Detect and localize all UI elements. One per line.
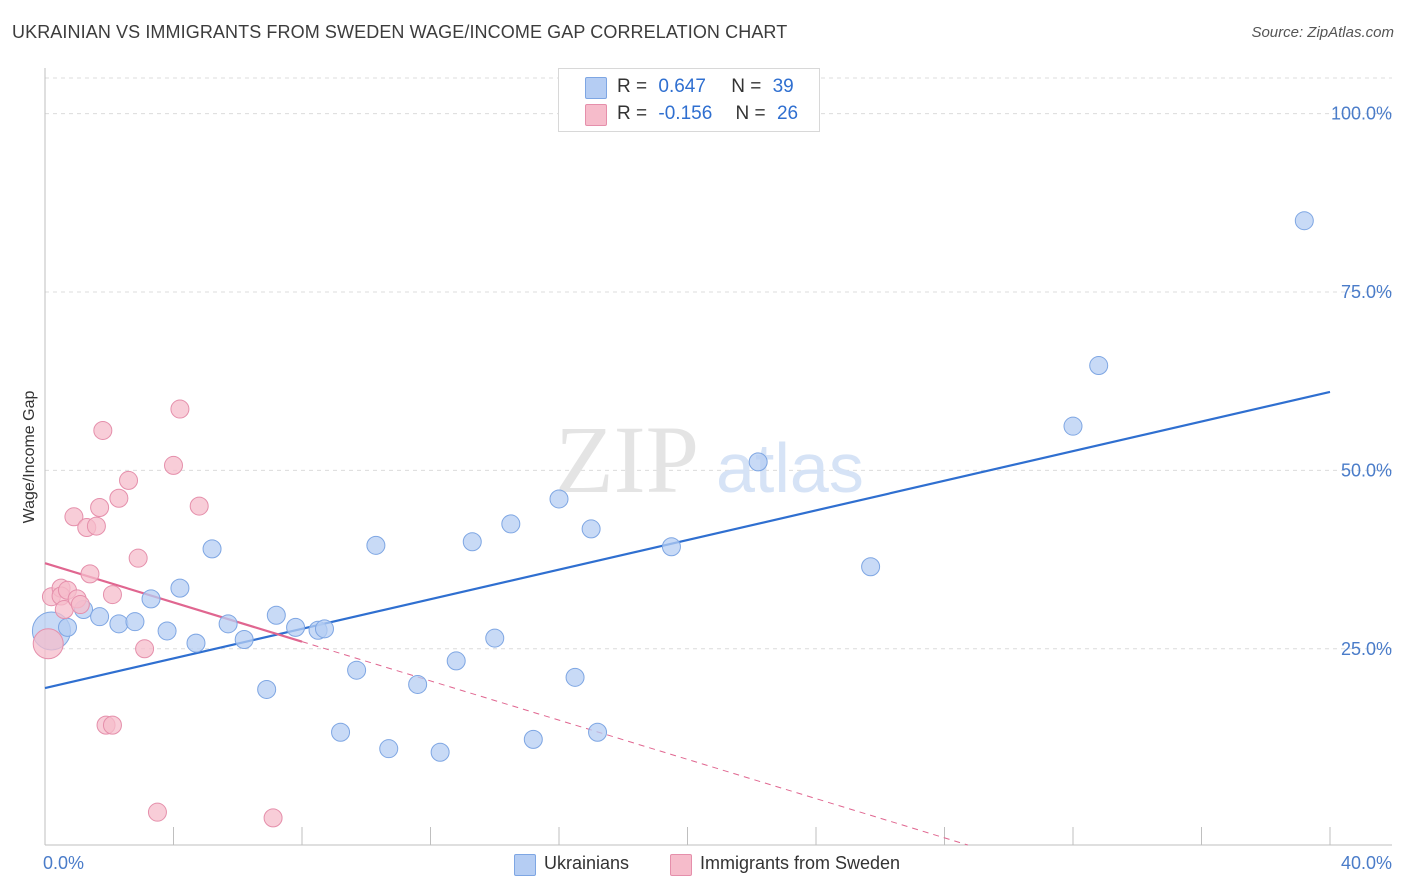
data-point-blue (1089, 356, 1109, 376)
data-point-blue (565, 667, 585, 687)
data-point-blue (446, 651, 466, 671)
data-point-pink (135, 639, 155, 659)
data-point-pink (170, 399, 190, 419)
x-tick-label: 40.0% (1341, 853, 1392, 873)
data-point-blue (202, 539, 222, 559)
legend-swatch-pink (585, 104, 607, 126)
data-point-blue (1294, 211, 1314, 231)
ticks: 25.0% 50.0% 75.0% 100.0% 0.0% 40.0% (43, 104, 1392, 873)
bottom-legend-label: Ukrainians (544, 853, 630, 873)
data-point-blue (257, 679, 277, 699)
data-point-blue (581, 519, 601, 539)
data-point-blue (170, 578, 190, 598)
data-point-blue (366, 535, 386, 555)
data-point-blue (588, 722, 608, 742)
data-point-pink (93, 420, 113, 440)
watermark-atlas: atlas (716, 429, 864, 507)
y-tick-label: 25.0% (1341, 639, 1392, 659)
data-point-blue (748, 452, 768, 472)
data-point-blue (661, 537, 681, 557)
data-point-blue (379, 739, 399, 759)
data-point-blue (218, 614, 238, 634)
axes (44, 68, 1392, 846)
chart-title: UKRAINIAN VS IMMIGRANTS FROM SWEDEN WAGE… (12, 22, 788, 42)
data-point-blue (234, 630, 254, 650)
data-point-pink (147, 802, 167, 822)
data-point-pink (102, 585, 122, 605)
data-point-blue (141, 589, 161, 609)
bottom-legend-swatch-blue (514, 854, 536, 876)
y-axis-label: Wage/Income Gap (21, 391, 38, 524)
legend-n-label: N = (735, 103, 766, 124)
data-point-blue (347, 660, 367, 680)
data-point-blue (408, 674, 428, 694)
data-point-pink (164, 455, 183, 475)
data-point-pink (90, 498, 110, 518)
data-point-pink (263, 808, 283, 828)
trend-line-extension-pink (301, 641, 969, 846)
bottom-legend-swatch-pink (670, 854, 692, 876)
data-point-blue (523, 729, 543, 749)
data-point-pink (109, 488, 129, 508)
correlation-legend: R = 0.647 N = 39 R = -0.156 N = 26 (558, 68, 820, 132)
legend-r-label: R = (617, 103, 648, 124)
data-point-blue (314, 619, 334, 639)
data-point-pink (64, 507, 84, 527)
data-point-blue (109, 614, 129, 634)
legend-r-label: R = (617, 76, 648, 97)
data-point-pink (32, 628, 64, 660)
x-tick-label: 0.0% (43, 853, 84, 873)
data-point-pink (86, 516, 106, 536)
watermark-zip: ZIP (555, 406, 699, 513)
legend-n-value: 26 (776, 103, 799, 124)
data-point-blue (186, 633, 206, 653)
data-points (31, 211, 1314, 828)
data-point-blue (462, 532, 482, 552)
data-point-blue (125, 612, 145, 632)
watermark: ZIP atlas (555, 406, 864, 513)
legend-n-label: N = (731, 76, 762, 97)
data-point-pink (102, 715, 122, 735)
data-point-blue (501, 514, 521, 534)
data-point-blue (485, 628, 505, 648)
data-point-pink (119, 470, 139, 490)
data-point-pink (189, 496, 209, 516)
legend-r-value: -0.156 (658, 103, 713, 124)
y-tick-label: 75.0% (1341, 282, 1392, 302)
source-credit: Source: ZipAtlas.com (1251, 24, 1394, 41)
bottom-legend-label: Immigrants from Sweden (700, 853, 901, 873)
trend-line-blue (44, 390, 1331, 690)
data-point-blue (157, 621, 177, 641)
data-point-blue (90, 607, 110, 627)
legend-r-value: 0.647 (658, 76, 706, 97)
data-point-pink (80, 564, 100, 584)
data-point-blue (57, 617, 77, 637)
y-tick-label: 50.0% (1341, 460, 1392, 480)
data-point-blue (430, 742, 450, 762)
legend-n-value: 39 (772, 76, 794, 97)
data-point-blue (861, 557, 881, 577)
data-point-blue (266, 605, 286, 625)
data-point-blue (286, 617, 306, 637)
data-point-blue (549, 489, 569, 509)
data-point-blue (1063, 416, 1083, 436)
legend-swatch-blue (585, 77, 607, 99)
y-tick-label: 100.0% (1331, 104, 1392, 124)
data-point-blue (331, 722, 351, 742)
data-point-pink (128, 548, 148, 568)
gridlines (45, 77, 1392, 650)
data-point-pink (70, 595, 90, 615)
